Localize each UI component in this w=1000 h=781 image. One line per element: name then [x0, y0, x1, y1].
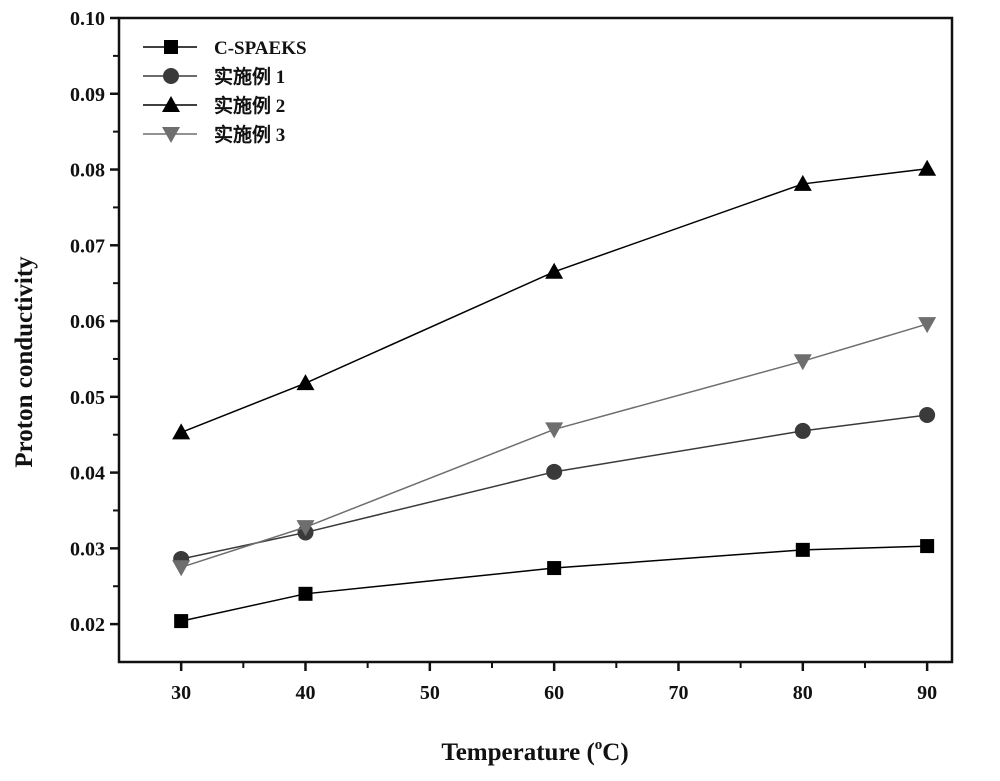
series-3: [172, 317, 936, 576]
x-tick-label: 50: [420, 682, 440, 704]
y-tick-label: 0.04: [70, 463, 105, 485]
legend-item: C-SPAEKS: [143, 38, 307, 59]
data-point: [174, 614, 188, 628]
series-2: [172, 160, 936, 440]
legend-marker: [162, 127, 180, 143]
x-tick-label: 90: [917, 682, 937, 704]
y-tick-label: 0.05: [70, 387, 105, 409]
data-point: [296, 374, 314, 390]
legend-marker: [163, 68, 179, 84]
y-axis-label: Proton conductivity: [11, 256, 38, 468]
y-tick-label: 0.06: [70, 311, 105, 333]
x-tick-label: 80: [793, 682, 813, 704]
data-point: [172, 423, 190, 439]
legend-label: 实施例 2: [214, 94, 285, 117]
data-point: [546, 464, 562, 480]
data-point: [547, 561, 561, 575]
series-line: [181, 546, 927, 621]
legend-label: 实施例 3: [214, 123, 285, 146]
data-point: [172, 560, 190, 576]
data-point: [918, 317, 936, 333]
legend-item: 实施例 2: [143, 94, 285, 117]
legend-label: 实施例 1: [214, 65, 285, 88]
legend: C-SPAEKS 实施例 1 实施例 2 实施例 3: [143, 38, 307, 146]
data-point: [545, 422, 563, 438]
x-tick-label: 30: [171, 682, 191, 704]
y-tick-label: 0.08: [70, 160, 105, 182]
legend-item: 实施例 3: [143, 123, 285, 146]
chart: 30 40 50 60 70 80 90 0.02 0.03 0.04 0.05 0.06 0.07 0.…: [0, 0, 1000, 776]
data-point: [545, 263, 563, 279]
series-line: [181, 324, 927, 567]
y-tick-label: 0.09: [70, 84, 105, 106]
data-point: [919, 407, 935, 423]
series-0: [174, 539, 934, 628]
data-point: [918, 160, 936, 176]
series-line: [181, 169, 927, 433]
legend-marker: [164, 40, 178, 54]
legend-item: 实施例 1: [143, 65, 285, 88]
legend-label: C-SPAEKS: [214, 38, 307, 59]
x-tick-label: 70: [668, 682, 688, 704]
y-tick-label: 0.02: [70, 614, 105, 636]
data-point: [796, 543, 810, 557]
data-point: [795, 423, 811, 439]
data-point: [920, 539, 934, 553]
y-tick-label: 0.10: [70, 8, 105, 30]
y-tick-label: 0.07: [70, 235, 105, 257]
x-tick-label: 40: [295, 682, 315, 704]
x-tick-label: 60: [544, 682, 564, 704]
y-tick-label: 0.03: [70, 538, 105, 560]
series-group: [172, 160, 936, 628]
x-axis-label: Temperature (oC): [441, 737, 628, 766]
legend-marker: [162, 96, 180, 112]
data-point: [298, 587, 312, 601]
